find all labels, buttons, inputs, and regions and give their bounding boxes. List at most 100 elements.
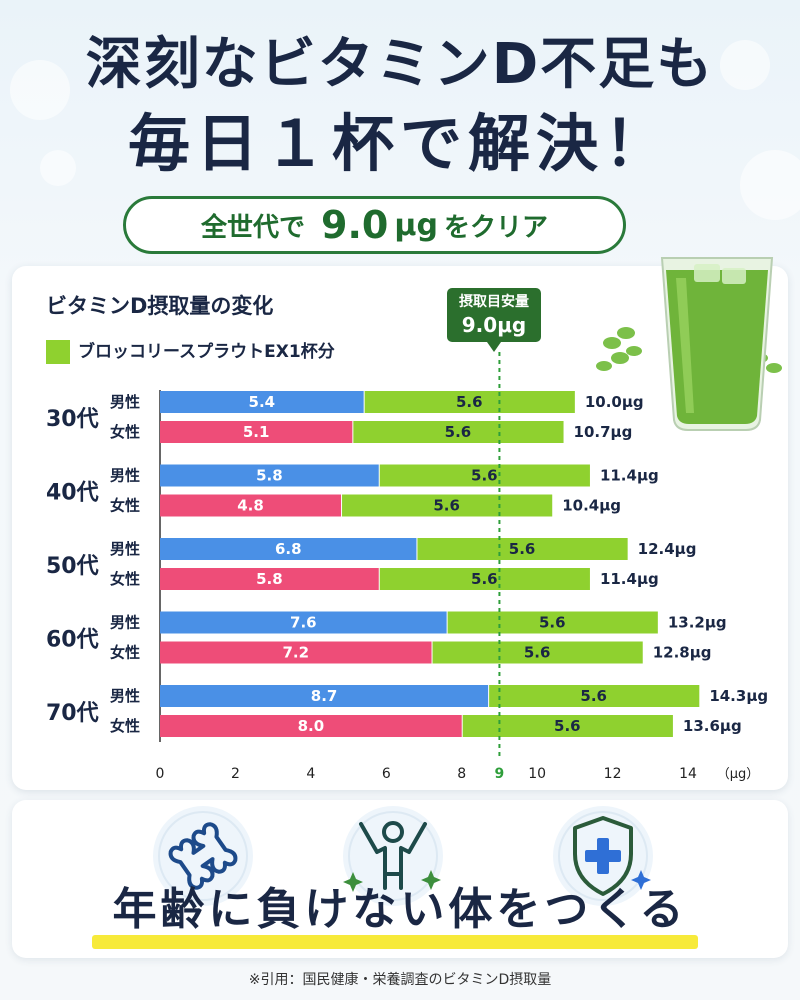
bokeh-decoration [10,60,70,120]
bar-base-value: 4.8 [237,497,264,515]
x-tick-label: 6 [382,766,391,782]
target-callout-value: 9.0μg [461,313,527,337]
age-label: 60代 [46,628,99,653]
sex-label: 女性 [110,717,140,735]
bar-sprout [379,568,590,590]
bar-sprout [353,421,564,443]
source-footnote: ※引用：国民健康・栄養調査のビタミンD摂取量 [248,972,552,988]
sex-label: 女性 [110,570,140,588]
bar-base [160,611,447,634]
bar-sprout-value: 5.6 [509,540,536,558]
bar-base-value: 5.8 [256,570,283,588]
bar-base [160,641,432,664]
bar-base [160,494,342,517]
tagline: 年齢に負けない体をつくる [112,884,688,935]
x-tick-label: 8 [457,766,466,782]
age-label: 70代 [46,701,99,726]
bar-total-label: 10.7μg [574,423,633,441]
juice-highlight [676,278,694,413]
legend-swatch-sprout [46,340,70,364]
headline-line-2: 毎日１杯で解決！ [127,107,672,180]
bar-base [160,715,462,737]
banner-suffix: をクリア [443,212,548,243]
bar-sprout [364,391,575,413]
bar-sprout-value: 5.6 [524,644,551,662]
ice-cube [694,264,720,282]
bar-total-label: 10.0μg [585,393,644,411]
banner-prefix: 全世代で [201,212,306,243]
tagline-highlight [92,935,698,949]
sex-label: 女性 [110,423,140,441]
sex-label: 男性 [110,687,140,705]
bokeh-decoration [40,150,76,186]
bar-total-label: 13.6μg [683,717,742,735]
bar-sprout [432,641,643,664]
bar-total-label: 11.4μg [600,570,659,588]
bar-base-value: 6.8 [275,540,302,558]
target-callout: 摂取目安量 9.0μg [447,288,541,352]
banner-value: 9.0 [321,203,389,247]
sex-label: 男性 [110,540,140,558]
bar-base-value: 5.1 [243,423,270,441]
bar-base [160,538,417,560]
bokeh-decoration [740,150,800,220]
x-axis-unit: （μg） [717,767,760,782]
x-tick-label: 0 [156,766,165,782]
x-tick-label: 10 [528,766,546,782]
x-tick-label: 9 [495,766,505,782]
bar-sprout [379,464,590,487]
bar-base-value: 8.7 [311,687,338,705]
age-label: 50代 [46,554,99,579]
bar-base-value: 5.4 [249,393,276,411]
x-tick-label: 2 [231,766,240,782]
bar-sprout-value: 5.6 [471,467,498,485]
headline-line-1: 深刻なビタミンD不足も [85,32,715,97]
bar-sprout-value: 5.6 [445,423,472,441]
ice-cube [722,268,746,284]
bar-total-label: 10.4μg [562,497,621,515]
green-juice-glass-illustration [596,257,782,431]
bone-icon [153,806,253,906]
bar-total-label: 11.4μg [600,467,659,485]
x-tick-label: 12 [604,766,622,782]
person-arms-up-icon [343,806,443,906]
bar-sprout [417,538,628,560]
sex-label: 男性 [110,393,140,411]
bar-sprout [489,685,700,707]
bar-base-value: 5.8 [256,467,283,485]
result-banner: 全世代で 9.0 μg をクリア [123,196,626,254]
bar-sprout-value: 5.6 [580,687,607,705]
bar-total-label: 14.3μg [709,687,768,705]
bar-sprout-value: 5.6 [471,570,498,588]
bar-base [160,391,364,413]
bar-sprout-value: 5.6 [433,497,460,515]
sex-label: 女性 [110,644,140,662]
bar-sprout-value: 5.6 [539,614,566,632]
bar-base-value: 7.6 [290,614,317,632]
bar-base-value: 8.0 [298,717,325,735]
target-callout-label: 摂取目安量 [459,294,529,310]
x-tick-label: 4 [306,766,315,782]
bar-sprout-value: 5.6 [554,717,581,735]
bar-total-label: 12.8μg [653,644,712,662]
bar-sprout-value: 5.6 [456,393,483,411]
age-label: 30代 [46,407,99,432]
x-tick-label: 14 [679,766,697,782]
sprout-leaves [596,327,782,373]
bar-base-value: 7.2 [282,644,309,662]
bar-base [160,685,489,707]
sex-label: 女性 [110,497,140,515]
sex-label: 男性 [110,467,140,485]
banner-unit: μg [394,207,438,243]
age-label: 40代 [46,481,99,506]
bar-total-label: 12.4μg [638,540,697,558]
bar-base [160,568,379,590]
bokeh-decoration [720,40,770,90]
chart-title: ビタミンD摂取量の変化 [46,294,274,318]
legend-label-sprout: ブロッコリースプラウトEX1杯分 [78,342,335,362]
bar-total-label: 13.2μg [668,614,727,632]
bar-base [160,464,379,487]
bar-base [160,421,353,443]
